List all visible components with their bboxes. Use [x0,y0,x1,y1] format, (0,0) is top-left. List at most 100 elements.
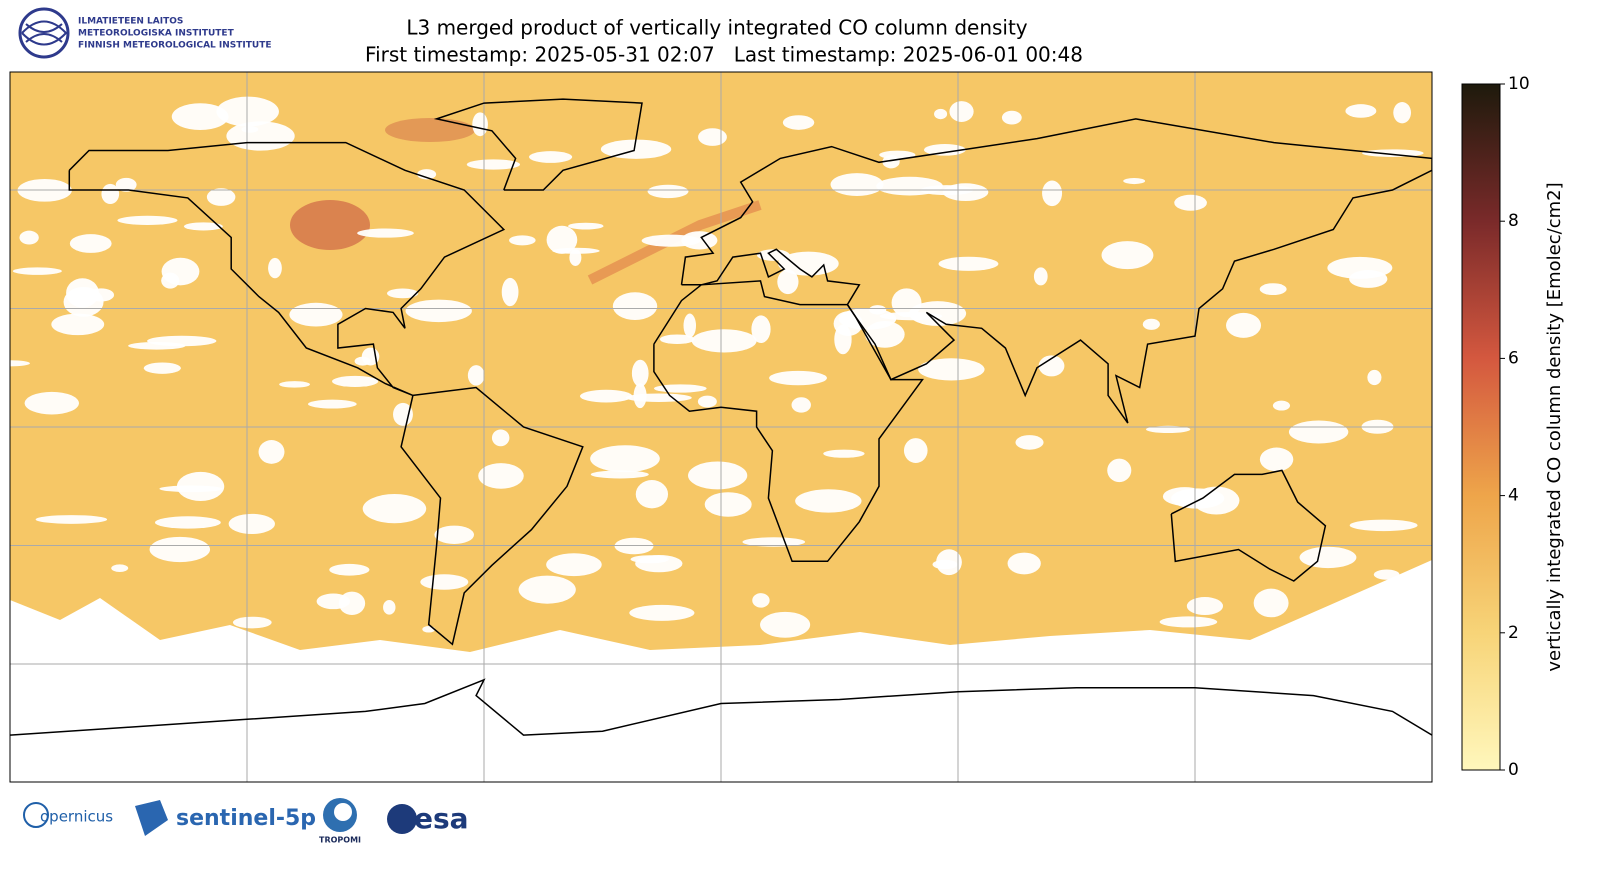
cloud-gap [869,305,887,315]
cloud-gap [420,574,469,590]
logo-text: esa [414,802,469,835]
cloud-gap [509,235,536,246]
cloud-gap [24,391,79,415]
cloud-gap [879,311,943,321]
institute-name: FINNISH METEOROLOGICAL INSTITUTE [78,41,272,51]
cloud-gap [383,600,396,615]
cloud-gap [467,365,485,386]
cloud-gap [216,96,279,127]
cloud-gap [1033,267,1048,286]
cloud-gap [35,515,108,524]
map-frame [9,71,1433,783]
cloud-gap [1107,458,1132,483]
cloud-gap [434,525,475,545]
cloud-gap [1001,110,1022,125]
cloud-gap [938,256,999,271]
cloud-gap [472,112,488,137]
cloud-gap [357,228,414,238]
colorbar [1461,83,1501,771]
logo-text: TROPOMI [319,836,361,845]
co-plume [587,200,762,285]
institute-name: ILMATIETEEN LAITOS [78,17,183,27]
cloud-gap [704,492,752,517]
cloud-gap [478,463,524,489]
cloud-gap [268,257,282,279]
cloud-gap [128,341,186,350]
subtitle: First timestamp: 2025-05-31 02:07 Last t… [365,43,1083,67]
cloud-gap [769,370,827,386]
cloud-gap [546,553,602,577]
cloud-gap [1038,355,1065,377]
cloud-gap [1253,588,1289,618]
cloud-gap [1393,102,1412,124]
cloud-gap [1327,256,1393,279]
cloud-gap [923,144,966,156]
coastline [1170,469,1327,582]
cloud-gap [568,222,604,230]
cloud-gap [580,389,633,403]
map [10,72,1432,782]
cloud-gap [1288,420,1349,444]
cloud-gap [891,288,922,318]
logos: opernicus sentinel-5p TROPOMI esa [23,798,469,845]
cloud-gap [362,494,427,524]
coastline [653,280,924,563]
cloud-gap [1101,241,1154,270]
colorbar-tick-label: 2 [1508,623,1519,643]
colorbar-tick-label: 10 [1508,74,1530,94]
cloud-gap [932,559,958,570]
cloud-gap [546,225,578,254]
cloud-gap [791,397,811,413]
coastline [400,386,584,646]
cloud-gap [143,362,181,374]
colorbar-label: vertically integrated CO column density … [1544,182,1565,671]
cloud-gap [691,329,757,353]
cloud-gap [631,359,649,387]
cloud-gap [417,169,437,180]
cloud-gap [1145,425,1191,434]
esa-icon [387,804,417,834]
cloud-gap [111,564,129,572]
cloud-gap [12,267,62,275]
cloud-gap [752,593,770,608]
logo-text: sentinel-5p [176,806,316,831]
cloud-gap [876,176,943,196]
cloud-gap [782,115,815,130]
copernicus-icon [23,802,49,828]
cloud-gap [308,399,357,409]
colorbar-tick-label: 0 [1508,760,1519,780]
sentinel-icon [135,800,168,836]
cloud-gap [630,555,670,564]
cloud-gap [635,480,669,509]
cloud-gap [51,313,105,336]
cloud-gap [289,302,343,327]
cloud-gap [882,155,900,169]
cloud-gap [1272,400,1291,411]
cloud-gap [1226,312,1262,338]
cloud-gap [10,360,30,367]
cloud-gap [529,151,573,163]
cloud-gap [176,471,225,502]
tropomi-icon [334,803,352,821]
cloud-gap [757,249,790,261]
cloud-gap [865,320,905,348]
coastline [68,141,506,397]
cloud-gap [1174,194,1207,211]
cloud-gap [647,184,689,199]
cloud-gap [949,101,974,122]
cloud-gap [1349,519,1418,532]
cloud-gap [751,315,771,343]
institute-name: METEOROLOGISKA INSTITUTET [78,29,235,39]
cloud-gap [688,461,748,490]
cloud-gap [697,395,717,408]
cloud-gap [466,159,521,170]
coastline [10,678,1432,736]
cloud-gap [1367,369,1382,386]
cloud-gap [683,313,697,338]
logo-text: opernicus [40,808,113,826]
cloud-gap [1042,180,1063,207]
cloud-gap [232,616,272,629]
cloud-gap [69,234,112,253]
cloud-gap [1259,283,1287,296]
